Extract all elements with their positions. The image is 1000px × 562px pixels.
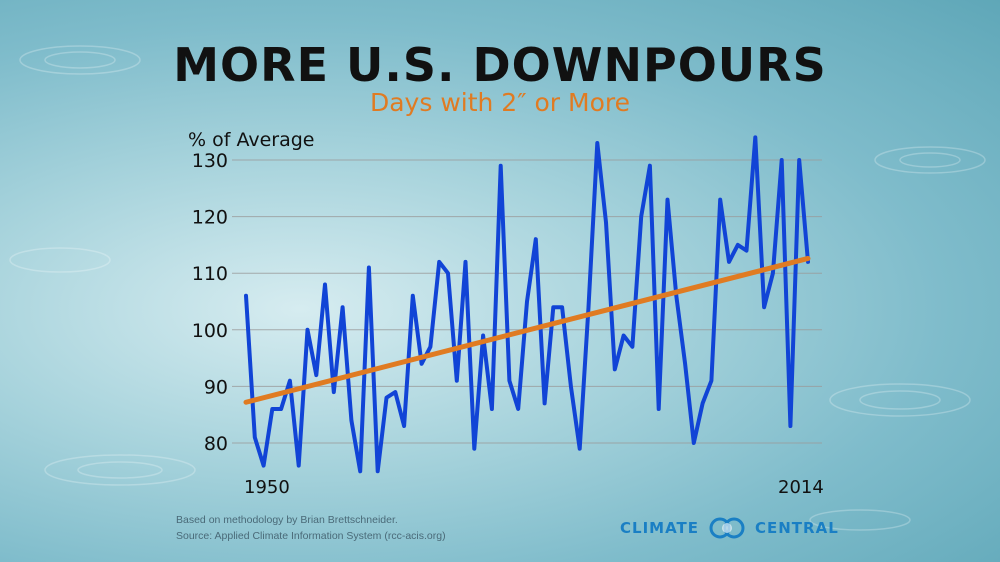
data-point-1969 bbox=[411, 294, 415, 298]
data-point-2004 bbox=[718, 198, 722, 202]
data-point-1983 bbox=[534, 237, 538, 241]
data-point-1973 bbox=[446, 271, 450, 275]
x-tick-label-end: 2014 bbox=[778, 477, 824, 498]
climate-central-logo: CLIMATE CENTRAL bbox=[620, 517, 839, 539]
data-point-1954 bbox=[279, 407, 283, 411]
y-tick-label-80: 80 bbox=[204, 433, 228, 455]
y-tick-label-120: 120 bbox=[192, 207, 228, 229]
data-point-1995 bbox=[639, 215, 643, 219]
logo-text-climate: CLIMATE bbox=[620, 519, 699, 537]
data-point-2000 bbox=[683, 362, 687, 366]
data-point-1956 bbox=[297, 464, 301, 468]
data-point-1990 bbox=[595, 141, 599, 145]
logo-text-central: CENTRAL bbox=[755, 519, 839, 537]
data-point-1963 bbox=[358, 469, 362, 473]
data-point-1960 bbox=[332, 390, 336, 394]
data-point-1962 bbox=[349, 418, 353, 422]
chart-subtitle: Days with 2″ or More bbox=[369, 88, 630, 117]
data-point-1974 bbox=[455, 379, 459, 383]
data-point-1976 bbox=[472, 447, 476, 451]
data-point-2009 bbox=[762, 305, 766, 309]
y-tick-label-130: 130 bbox=[192, 150, 228, 172]
data-point-2012 bbox=[788, 424, 792, 428]
data-point-2010 bbox=[771, 271, 775, 275]
data-point-1972 bbox=[437, 260, 441, 264]
data-point-2011 bbox=[780, 158, 784, 162]
chart-title: MORE U.S. DOWNPOURS bbox=[173, 38, 827, 92]
data-point-1992 bbox=[613, 367, 617, 371]
y-tick-labels: 130 120 110 100 90 80 bbox=[192, 150, 228, 455]
data-point-1993 bbox=[622, 334, 626, 337]
x-tick-label-start: 1950 bbox=[244, 477, 290, 498]
data-point-2001 bbox=[692, 441, 696, 445]
data-point-1953 bbox=[270, 407, 274, 411]
data-point-1968 bbox=[402, 424, 406, 428]
data-point-1966 bbox=[385, 396, 388, 400]
data-point-1959 bbox=[323, 283, 327, 286]
data-point-1955 bbox=[288, 379, 292, 383]
y-tick-label-100: 100 bbox=[192, 320, 228, 342]
data-point-2008 bbox=[753, 135, 757, 139]
data-point-2007 bbox=[745, 249, 748, 253]
trend-line bbox=[243, 255, 811, 405]
data-point-1964 bbox=[367, 266, 371, 269]
data-point-1987 bbox=[569, 384, 573, 388]
data-point-2002 bbox=[701, 401, 705, 405]
data-point-2005 bbox=[727, 260, 731, 264]
data-point-1980 bbox=[507, 379, 511, 383]
data-point-1988 bbox=[578, 447, 582, 451]
data-point-1982 bbox=[525, 300, 529, 303]
data-point-1957 bbox=[306, 328, 309, 332]
data-point-2006 bbox=[736, 243, 740, 247]
data-point-1984 bbox=[543, 401, 547, 405]
data-point-1950 bbox=[244, 294, 248, 298]
data-point-1998 bbox=[666, 198, 669, 202]
data-point-1994 bbox=[630, 345, 634, 349]
data-point-1952 bbox=[262, 464, 266, 468]
data-point-1996 bbox=[648, 164, 652, 168]
data-point-1989 bbox=[587, 305, 590, 309]
data-point-1977 bbox=[481, 334, 485, 337]
data-point-1981 bbox=[516, 407, 520, 411]
source-credit: Source: Applied Climate Information Syst… bbox=[176, 530, 446, 542]
data-point-1997 bbox=[657, 407, 661, 411]
climate-central-rings-icon bbox=[709, 517, 745, 539]
data-point-1979 bbox=[499, 164, 503, 168]
data-point-1951 bbox=[253, 435, 257, 439]
data-point-1978 bbox=[490, 407, 494, 411]
methodology-credit: Based on methodology by Brian Brettschne… bbox=[176, 514, 398, 526]
series-line-downpours bbox=[244, 135, 810, 474]
y-tick-label-110: 110 bbox=[192, 263, 228, 285]
data-point-2013 bbox=[797, 158, 801, 162]
data-point-1967 bbox=[393, 390, 397, 394]
data-point-1991 bbox=[604, 220, 608, 224]
data-point-1965 bbox=[376, 469, 380, 473]
data-point-1958 bbox=[314, 373, 318, 377]
data-point-1985 bbox=[551, 305, 555, 309]
data-point-1986 bbox=[560, 305, 564, 309]
data-point-1999 bbox=[674, 294, 678, 298]
data-point-1961 bbox=[341, 305, 345, 309]
data-point-1975 bbox=[464, 260, 467, 264]
y-axis-label: % of Average bbox=[188, 129, 314, 151]
data-point-1971 bbox=[428, 345, 432, 349]
data-point-1970 bbox=[420, 362, 424, 366]
y-tick-label-90: 90 bbox=[204, 376, 228, 398]
data-point-2003 bbox=[709, 379, 713, 383]
series-layer bbox=[243, 135, 811, 474]
